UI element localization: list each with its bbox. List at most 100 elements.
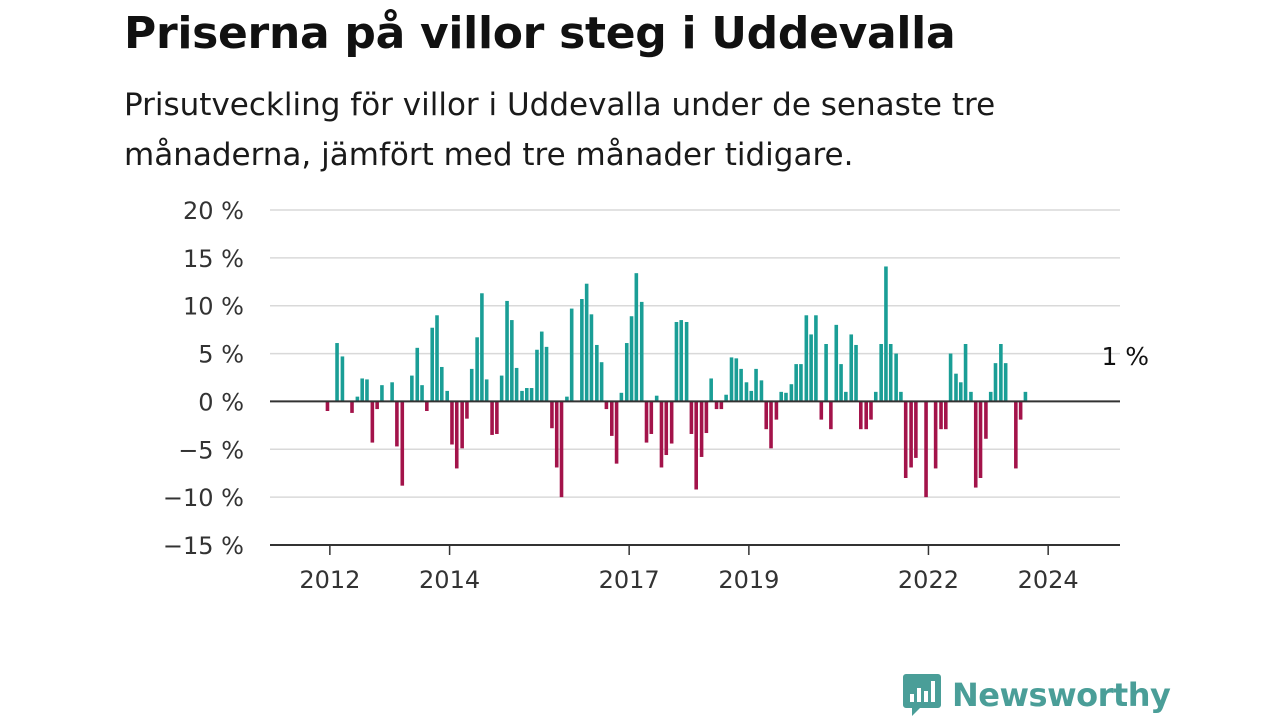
- bar: [789, 384, 794, 402]
- bar: [529, 388, 534, 402]
- bar: [829, 401, 833, 430]
- y-tick-label: −10 %: [163, 484, 244, 512]
- bar: [909, 401, 913, 468]
- bar: [644, 401, 649, 443]
- bar: [933, 401, 938, 469]
- bar: [544, 346, 549, 402]
- bar: [634, 273, 639, 402]
- bar: [894, 353, 898, 402]
- bar: [859, 401, 863, 430]
- bar: [610, 401, 614, 436]
- bar: [440, 366, 444, 402]
- bar: [1003, 363, 1008, 402]
- bar: [849, 334, 854, 402]
- bar: [375, 401, 379, 410]
- bar: [814, 315, 818, 402]
- bar: [355, 396, 360, 402]
- bar: [484, 379, 489, 402]
- bar: [689, 401, 694, 434]
- bar: [899, 391, 903, 402]
- bar: [1023, 391, 1028, 402]
- x-tick-label: 2012: [299, 566, 360, 594]
- bar: [664, 401, 669, 456]
- bar: [595, 344, 599, 402]
- bar: [824, 344, 828, 402]
- bar: [469, 368, 474, 402]
- bar: [380, 385, 384, 402]
- bar: [335, 343, 339, 402]
- bar: [879, 344, 883, 402]
- bar: [420, 385, 424, 402]
- bar: [839, 364, 843, 402]
- bar: [360, 378, 364, 402]
- bar: [435, 315, 439, 402]
- bar: [400, 401, 405, 486]
- bar: [559, 401, 564, 498]
- bar: [539, 331, 544, 402]
- bar: [939, 401, 943, 430]
- bar: [624, 343, 629, 402]
- bar: [864, 401, 868, 430]
- bar: [365, 379, 369, 402]
- bar: [729, 357, 734, 402]
- brand-name: Newsworthy: [952, 676, 1171, 714]
- y-tick-label: 20 %: [183, 197, 244, 225]
- bars: [325, 266, 1028, 498]
- bar: [669, 401, 674, 444]
- bar: [969, 391, 973, 402]
- bar: [370, 401, 375, 443]
- x-tick-label: 2017: [599, 566, 660, 594]
- bar: [425, 401, 429, 411]
- bar: [884, 266, 888, 402]
- bar: [914, 401, 918, 458]
- bar: [888, 344, 893, 402]
- bar: [505, 300, 509, 402]
- bar: [475, 337, 479, 402]
- bar: [510, 320, 514, 402]
- bar: [340, 356, 345, 402]
- bar: [819, 401, 824, 420]
- bar: [430, 327, 435, 402]
- bar: [604, 401, 609, 410]
- bar: [614, 401, 619, 464]
- bar: [629, 316, 634, 402]
- bar: [724, 394, 728, 402]
- last-value-label: 1 %: [1101, 342, 1149, 371]
- bar: [734, 358, 739, 402]
- bar: [490, 401, 494, 435]
- y-tick-label: 5 %: [198, 341, 244, 369]
- bar: [709, 378, 713, 402]
- bar: [744, 382, 749, 402]
- brand-logo[interactable]: Newsworthy: [902, 672, 1171, 718]
- bar: [784, 392, 788, 402]
- tick-labels: 20 % 15 % 10 % 5 % 0 % −5 % −10 % −15 % 2012 2014…: [163, 197, 1149, 594]
- bar: [395, 401, 399, 447]
- bar: [869, 401, 873, 420]
- bar: [1018, 401, 1023, 420]
- bar: [454, 401, 459, 469]
- bar: [764, 401, 769, 430]
- bar: [514, 367, 519, 402]
- bar: [649, 401, 654, 434]
- bar: [903, 401, 908, 478]
- bar: [779, 391, 783, 402]
- bar: [988, 391, 993, 402]
- bar: [844, 391, 848, 402]
- bar: [350, 401, 354, 413]
- bar: [589, 314, 594, 402]
- bar: [984, 401, 988, 439]
- chart-title: Priserna på villor steg i Uddevalla: [124, 8, 956, 59]
- bar: [854, 344, 858, 402]
- bar: [944, 401, 948, 430]
- bar: [973, 401, 978, 488]
- bar: [714, 401, 719, 410]
- axes: [270, 400, 1120, 555]
- y-tick-label: 0 %: [198, 388, 244, 416]
- bar: [873, 391, 878, 402]
- x-tick-label: 2024: [1018, 566, 1079, 594]
- bar: [495, 401, 499, 434]
- bar: [694, 401, 698, 490]
- bar: [754, 368, 758, 402]
- bar: [639, 301, 644, 402]
- bar: [679, 320, 684, 402]
